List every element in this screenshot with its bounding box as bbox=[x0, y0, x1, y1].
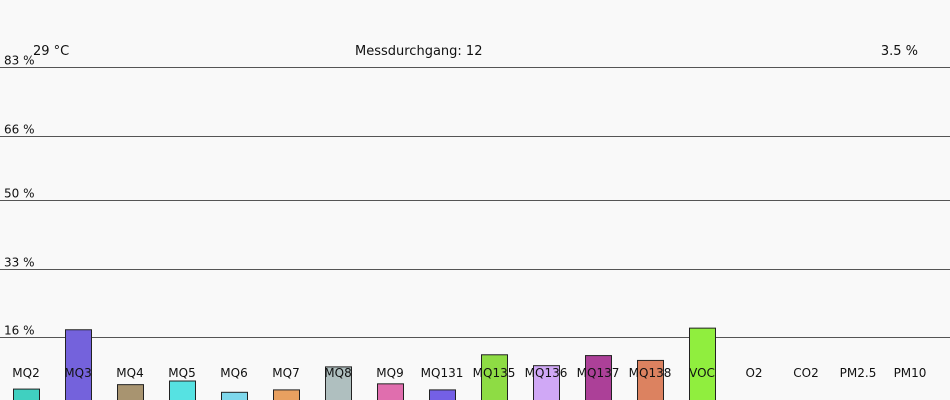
category-label: MQ3 bbox=[64, 366, 91, 380]
category-labels: MQ2 MQ3 MQ4 MQ5 MQ6 MQ7 MQ8 MQ9 MQ131 MQ135 MQ136 M… bbox=[12, 366, 926, 380]
bar-mq136 bbox=[533, 365, 560, 400]
bar-mq138 bbox=[637, 359, 664, 400]
bar-mq137 bbox=[585, 355, 612, 400]
bars bbox=[13, 327, 716, 400]
category-label: CO2 bbox=[793, 366, 818, 380]
bar-mq5 bbox=[169, 380, 196, 400]
y-tick-label: 83 % bbox=[4, 54, 35, 68]
bar-mq6 bbox=[221, 391, 248, 400]
bar-voc bbox=[689, 327, 716, 400]
category-label: MQ2 bbox=[12, 366, 39, 380]
category-label: MQ8 bbox=[324, 366, 351, 380]
category-label: MQ137 bbox=[577, 366, 620, 380]
category-label: PM2.5 bbox=[840, 366, 877, 380]
y-tick-label: 66 % bbox=[4, 123, 35, 137]
measurement-run-label: Messdurchgang: 12 bbox=[355, 44, 483, 59]
y-tick-label: 16 % bbox=[4, 324, 35, 338]
category-label: MQ4 bbox=[116, 366, 143, 380]
category-label: O2 bbox=[745, 366, 762, 380]
temperature-readout: 29 °C bbox=[33, 44, 70, 59]
category-label: MQ9 bbox=[376, 366, 403, 380]
bar-mq9 bbox=[377, 383, 404, 400]
bar-mq135 bbox=[481, 354, 508, 400]
category-label: VOC bbox=[689, 366, 715, 380]
bar-mq131 bbox=[429, 389, 456, 400]
category-label: MQ138 bbox=[629, 366, 672, 380]
bar-mq2 bbox=[13, 388, 40, 400]
y-tick-label: 33 % bbox=[4, 256, 35, 270]
bar-mq3 bbox=[65, 329, 92, 400]
gridlines: 16 % 33 % 50 % 66 % 83 % bbox=[0, 54, 950, 338]
bar-mq8 bbox=[325, 366, 352, 400]
category-label: MQ7 bbox=[272, 366, 299, 380]
y-tick-label: 50 % bbox=[4, 187, 35, 201]
category-label: MQ135 bbox=[473, 366, 516, 380]
bar-mq7 bbox=[273, 389, 300, 400]
category-label: MQ136 bbox=[525, 366, 568, 380]
category-label: MQ5 bbox=[168, 366, 195, 380]
humidity-readout: 3.5 % bbox=[880, 44, 918, 59]
bar-mq4 bbox=[117, 384, 144, 400]
category-label: MQ131 bbox=[421, 366, 464, 380]
category-label: MQ6 bbox=[220, 366, 247, 380]
category-label: PM10 bbox=[894, 366, 927, 380]
